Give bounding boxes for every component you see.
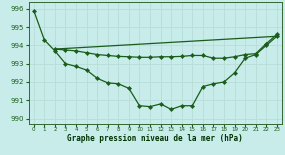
X-axis label: Graphe pression niveau de la mer (hPa): Graphe pression niveau de la mer (hPa): [68, 134, 243, 143]
